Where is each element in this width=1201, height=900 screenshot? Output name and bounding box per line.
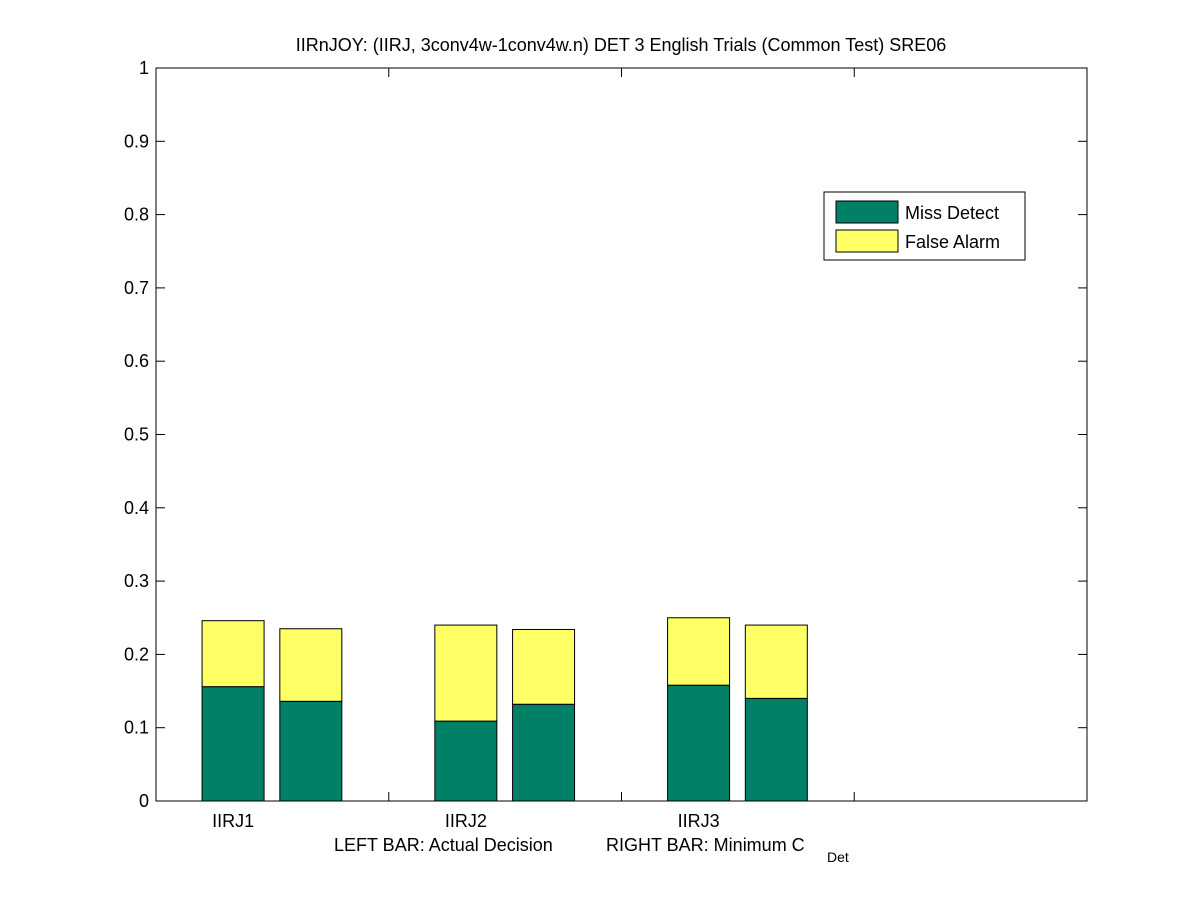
y-tick-label: 0 [139,791,149,811]
chart-title: IIRnJOY: (IIRJ, 3conv4w-1conv4w.n) DET 3… [296,35,947,55]
bar-iirj3-actual-false-alarm [667,617,731,686]
bar-iirj1-min-miss-detect [279,700,343,802]
category-label: IIRJ3 [678,811,720,831]
y-tick-label: 0.8 [124,205,149,225]
y-tick-label: 0.9 [124,131,149,151]
bar-iirj2-actual-miss-detect [434,720,498,802]
bar-iirj1-actual-false-alarm [201,620,265,688]
legend-label-false-alarm: False Alarm [905,232,1000,252]
bar-iirj1-actual-miss-detect [201,686,265,802]
x-axis-label-right: RIGHT BAR: Minimum C [606,835,805,855]
y-tick-label: 1 [139,58,149,78]
y-tick-label: 0.1 [124,718,149,738]
x-axis-label: LEFT BAR: Actual Decision [334,835,553,855]
x-label-left: LEFT BAR: Actual Decision [334,835,553,855]
y-tick-label: 0.6 [124,351,149,371]
legend: Miss Detect False Alarm [823,191,1026,261]
bar-iirj3-actual-miss-detect [667,684,731,802]
bar-iirj3-min-false-alarm [744,624,808,699]
bar-iirj2-actual-false-alarm [434,624,498,722]
y-axis: 0 0.1 0.2 0.3 0.4 0.5 0.6 0.7 0.8 0.9 1 [124,58,149,811]
category-label: IIRJ1 [212,811,254,831]
bar-iirj1-min-false-alarm [279,628,343,702]
y-tick-label: 0.5 [124,425,149,445]
legend-swatch-miss-detect [835,200,899,224]
bar-iirj2-min-false-alarm [512,628,576,705]
y-tick-label: 0.2 [124,644,149,664]
x-axis-categories: IIRJ1 IIRJ2 IIRJ3 [212,811,720,831]
bar-iirj2-min-miss-detect [512,703,576,802]
legend-swatch-false-alarm [835,229,899,253]
y-tick-label: 0.3 [124,571,149,591]
y-tick-label: 0.4 [124,498,149,518]
x-label-right-prefix: RIGHT BAR: Minimum C [606,835,805,855]
bars-layer [201,617,808,802]
category-label: IIRJ2 [445,811,487,831]
legend-label-miss-detect: Miss Detect [905,203,999,223]
bar-iirj3-min-miss-detect [744,697,808,802]
y-tick-label: 0.7 [124,278,149,298]
x-label-subscript: Det [827,849,849,865]
axes-layer [155,67,1088,802]
